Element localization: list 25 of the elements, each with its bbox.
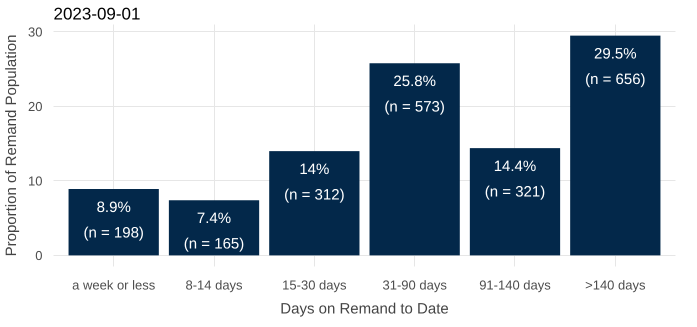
- y-tick-label: 10: [28, 173, 43, 188]
- data-label: 25.8% (n = 573): [384, 73, 445, 116]
- bar: [570, 36, 660, 256]
- data-label: 29.5% (n = 656): [585, 46, 646, 88]
- x-tick-label: 31-90 days: [382, 278, 448, 292]
- x-tick-label: a week or less: [72, 278, 156, 292]
- bar: [168, 200, 260, 256]
- bar: [269, 151, 360, 256]
- x-tick-label: 91-140 days: [479, 278, 552, 292]
- y-tick-label: 20: [28, 98, 43, 114]
- data-label: 14.4% (n = 321): [484, 158, 546, 201]
- data-label: 8.9% (n = 198): [83, 199, 144, 242]
- data-label: 14% (n = 312): [284, 161, 345, 204]
- bar: [470, 148, 560, 256]
- y-axis-title: Proportion of Remand Population: [3, 34, 20, 256]
- x-tick-label: 8-14 days: [185, 278, 244, 292]
- bar: [370, 63, 460, 256]
- x-tick-label: 15-30 days: [282, 278, 347, 292]
- y-tick-label: 30: [28, 24, 43, 40]
- data-label: 7.4% (n = 165): [184, 210, 244, 253]
- x-tick-label: >140 days: [585, 278, 646, 292]
- y-tick-label: 0: [35, 248, 43, 263]
- bar: [68, 189, 159, 256]
- chart-title: 2023-09-01: [54, 4, 140, 24]
- x-axis-title: Days on Remand to Date: [280, 300, 449, 318]
